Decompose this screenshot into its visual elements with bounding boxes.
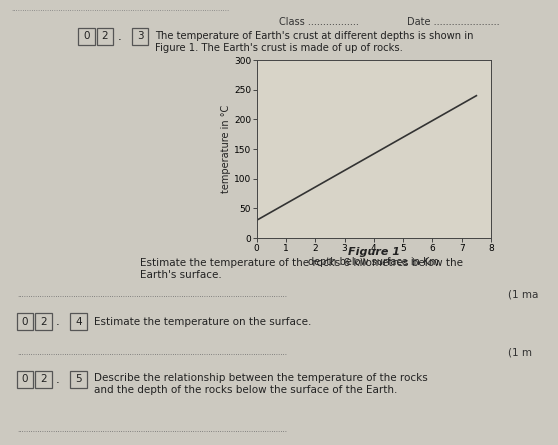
Text: 5: 5: [75, 374, 82, 384]
Text: ................................................................................: ........................................…: [11, 6, 229, 12]
Text: (1 ma: (1 ma: [508, 289, 538, 299]
Text: 0: 0: [22, 374, 28, 384]
Text: ................................................................................: ........................................…: [17, 292, 287, 298]
Text: 0: 0: [22, 317, 28, 327]
Text: 0: 0: [83, 32, 90, 41]
Y-axis label: temperature in °C: temperature in °C: [221, 105, 231, 193]
Text: Estimate the temperature on the surface.: Estimate the temperature on the surface.: [94, 317, 311, 327]
Text: Class .................: Class .................: [279, 17, 359, 27]
Text: The temperature of Earth's crust at different depths is shown in
Figure 1. The E: The temperature of Earth's crust at diff…: [155, 31, 474, 53]
Text: 3: 3: [137, 32, 143, 41]
Text: 2: 2: [40, 374, 47, 384]
Text: ................................................................................: ........................................…: [17, 427, 287, 433]
Text: 2: 2: [40, 317, 47, 327]
Text: .: .: [56, 372, 60, 386]
Text: .: .: [118, 30, 121, 43]
Text: 2: 2: [102, 32, 108, 41]
Text: Date ......................: Date ......................: [407, 17, 500, 27]
Text: Describe the relationship between the temperature of the rocks
and the depth of : Describe the relationship between the te…: [94, 373, 427, 395]
Text: ................................................................................: ........................................…: [17, 350, 287, 356]
Text: Estimate the temperature of the rocks 6 kilometres below the
Earth's surface.: Estimate the temperature of the rocks 6 …: [140, 258, 463, 280]
Text: (1 m: (1 m: [508, 347, 532, 357]
Text: .: .: [56, 315, 60, 328]
Text: Figure 1: Figure 1: [348, 247, 400, 257]
Text: 4: 4: [75, 317, 82, 327]
X-axis label: depth below surface in Km: depth below surface in Km: [309, 257, 439, 267]
